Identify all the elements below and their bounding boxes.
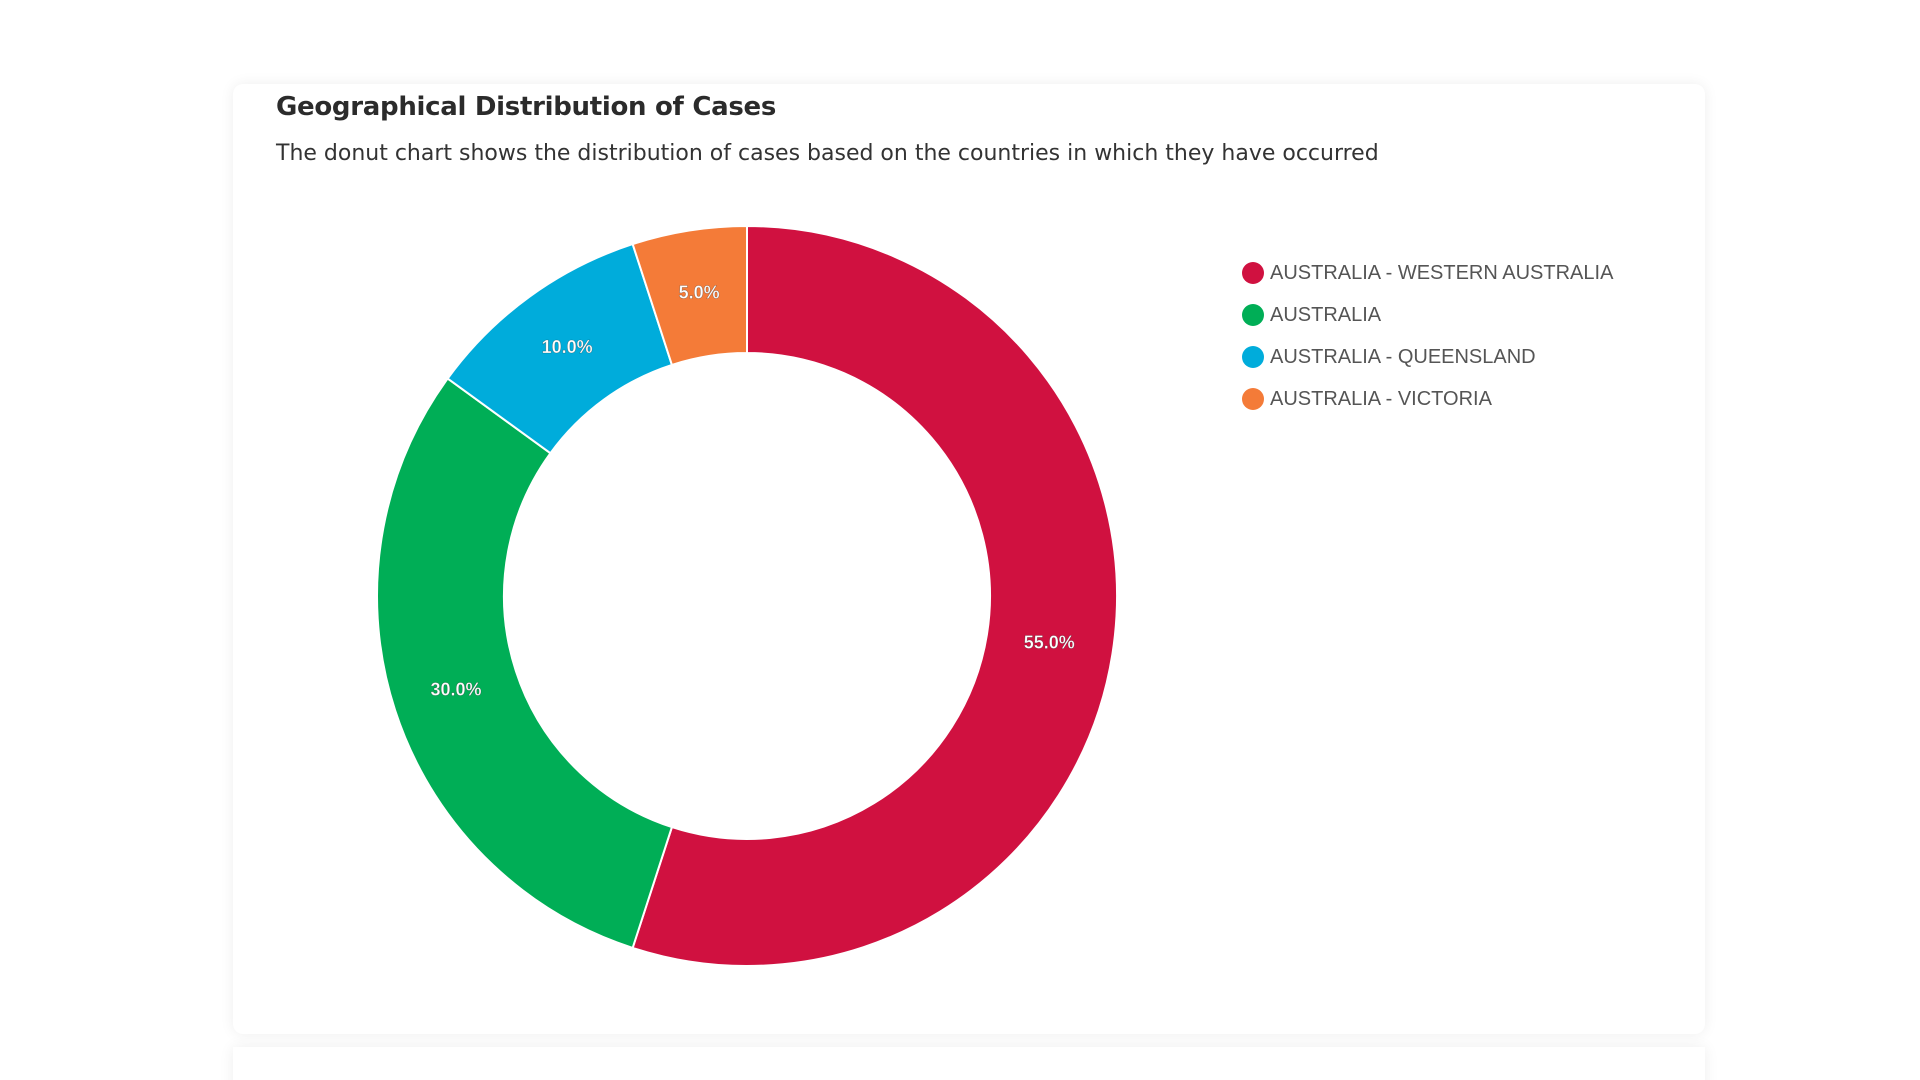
- legend-item-australia[interactable]: AUSTRALIA: [1242, 294, 1613, 336]
- donut-chart: 55.0% 30.0% 10.0% 5.0%: [376, 224, 1118, 967]
- slice-australia-victoria[interactable]: [631, 224, 748, 367]
- chart-legend: AUSTRALIA - WESTERN AUSTRALIA AUSTRALIA AU…: [1242, 252, 1613, 420]
- legend-item-australia-queensland[interactable]: AUSTRALIA - QUEENSLAND: [1242, 336, 1613, 378]
- slice-australia[interactable]: [376, 377, 674, 950]
- legend-marker-icon: [1242, 346, 1264, 368]
- legend-item-australia-victoria[interactable]: AUSTRALIA - VICTORIA: [1242, 378, 1613, 420]
- slice-australia-western-australia[interactable]: [631, 224, 1118, 967]
- chart-title: Geographical Distribution of Cases: [276, 92, 777, 122]
- slice-label-australia: 30.0%: [430, 679, 481, 699]
- chart-subtitle: The donut chart shows the distribution o…: [276, 141, 1379, 166]
- legend-label: AUSTRALIA - VICTORIA: [1270, 387, 1492, 410]
- legend-marker-icon: [1242, 388, 1264, 410]
- legend-label: AUSTRALIA - WESTERN AUSTRALIA: [1270, 261, 1614, 284]
- next-card: [233, 1047, 1705, 1080]
- legend-item-australia-western-australia[interactable]: AUSTRALIA - WESTERN AUSTRALIA: [1242, 252, 1613, 294]
- legend-label: AUSTRALIA - QUEENSLAND: [1270, 345, 1536, 368]
- slice-label-australia-western-australia: 55.0%: [1024, 633, 1075, 653]
- slice-label-australia-victoria: 5.0%: [679, 283, 720, 303]
- chart-card: Geographical Distribution of Cases The d…: [233, 84, 1705, 1034]
- slice-label-australia-queensland: 10.0%: [542, 337, 593, 357]
- legend-marker-icon: [1242, 262, 1264, 284]
- legend-marker-icon: [1242, 304, 1264, 326]
- legend-label: AUSTRALIA: [1270, 303, 1382, 326]
